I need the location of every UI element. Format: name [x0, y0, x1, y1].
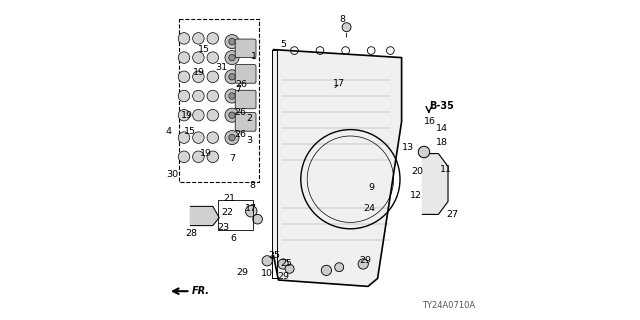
Circle shape — [225, 35, 239, 49]
Text: 14: 14 — [436, 124, 448, 132]
Text: 23: 23 — [218, 223, 229, 232]
Circle shape — [207, 33, 219, 44]
Text: 7: 7 — [236, 85, 241, 94]
Text: 19: 19 — [200, 149, 212, 158]
Circle shape — [178, 90, 189, 102]
Text: 6: 6 — [230, 234, 237, 243]
Circle shape — [358, 259, 369, 269]
Circle shape — [321, 265, 332, 276]
Circle shape — [278, 259, 288, 269]
Circle shape — [193, 109, 204, 121]
Circle shape — [178, 151, 189, 163]
Circle shape — [193, 132, 204, 143]
Text: 20: 20 — [412, 167, 424, 176]
Text: 8: 8 — [250, 181, 256, 190]
Circle shape — [229, 74, 236, 80]
Text: 17: 17 — [245, 204, 257, 212]
Text: 12: 12 — [410, 191, 422, 200]
Circle shape — [207, 151, 219, 163]
Text: 2: 2 — [246, 114, 253, 123]
FancyBboxPatch shape — [236, 113, 256, 131]
Text: 3: 3 — [246, 136, 253, 145]
Circle shape — [193, 52, 204, 63]
Circle shape — [178, 109, 189, 121]
Text: 5: 5 — [280, 40, 286, 49]
Text: 13: 13 — [402, 143, 414, 152]
Circle shape — [193, 33, 204, 44]
FancyBboxPatch shape — [236, 65, 256, 83]
Text: 26: 26 — [234, 108, 246, 116]
Circle shape — [419, 146, 430, 158]
Circle shape — [207, 109, 219, 121]
Circle shape — [178, 33, 189, 44]
Text: TY24A0710A: TY24A0710A — [422, 301, 475, 310]
Circle shape — [225, 131, 239, 145]
Polygon shape — [274, 50, 402, 286]
Text: 4: 4 — [166, 127, 172, 136]
Circle shape — [246, 205, 257, 217]
Text: 15: 15 — [184, 127, 196, 136]
Circle shape — [207, 90, 219, 102]
Text: 24: 24 — [363, 204, 375, 212]
Text: 29: 29 — [237, 268, 248, 277]
Circle shape — [207, 71, 219, 83]
Text: 16: 16 — [424, 117, 436, 126]
Text: 15: 15 — [198, 45, 210, 54]
Text: 18: 18 — [436, 138, 448, 147]
Circle shape — [225, 70, 239, 84]
Text: 30: 30 — [166, 170, 178, 179]
Circle shape — [225, 51, 239, 65]
Text: 25: 25 — [269, 252, 280, 260]
Circle shape — [229, 134, 236, 141]
Circle shape — [207, 52, 219, 63]
FancyBboxPatch shape — [236, 90, 256, 109]
Text: 8: 8 — [339, 15, 346, 24]
Circle shape — [285, 264, 294, 273]
Text: 27: 27 — [446, 210, 458, 219]
Circle shape — [225, 89, 239, 103]
Circle shape — [178, 132, 189, 143]
Text: FR.: FR. — [192, 286, 210, 296]
Text: 29: 29 — [277, 272, 289, 281]
Text: 19: 19 — [180, 111, 193, 120]
Text: 22: 22 — [221, 208, 233, 217]
Text: 21: 21 — [223, 194, 235, 203]
Circle shape — [178, 71, 189, 83]
Circle shape — [193, 90, 204, 102]
Polygon shape — [191, 206, 219, 226]
Text: 11: 11 — [440, 165, 452, 174]
Circle shape — [262, 256, 273, 266]
Circle shape — [193, 71, 204, 83]
Text: 19: 19 — [193, 68, 205, 76]
Circle shape — [253, 214, 262, 224]
Circle shape — [229, 112, 236, 118]
Text: B-35: B-35 — [429, 100, 454, 111]
Text: 10: 10 — [261, 269, 273, 278]
Circle shape — [335, 263, 344, 272]
Circle shape — [229, 93, 236, 99]
Text: 29: 29 — [359, 256, 371, 265]
Polygon shape — [422, 154, 448, 214]
Circle shape — [225, 108, 239, 122]
Circle shape — [178, 52, 189, 63]
Circle shape — [342, 23, 351, 32]
Circle shape — [229, 38, 236, 45]
Text: 26: 26 — [234, 130, 246, 139]
Circle shape — [229, 54, 236, 61]
Text: 1: 1 — [252, 52, 257, 60]
Text: 7: 7 — [229, 154, 235, 163]
Text: 28: 28 — [185, 229, 197, 238]
FancyBboxPatch shape — [236, 39, 256, 58]
Text: 17: 17 — [333, 79, 345, 88]
Circle shape — [207, 132, 219, 143]
Text: 25: 25 — [280, 260, 292, 268]
Circle shape — [193, 151, 204, 163]
Text: 31: 31 — [216, 63, 228, 72]
Text: 9: 9 — [368, 183, 374, 192]
Text: 26: 26 — [235, 80, 247, 89]
